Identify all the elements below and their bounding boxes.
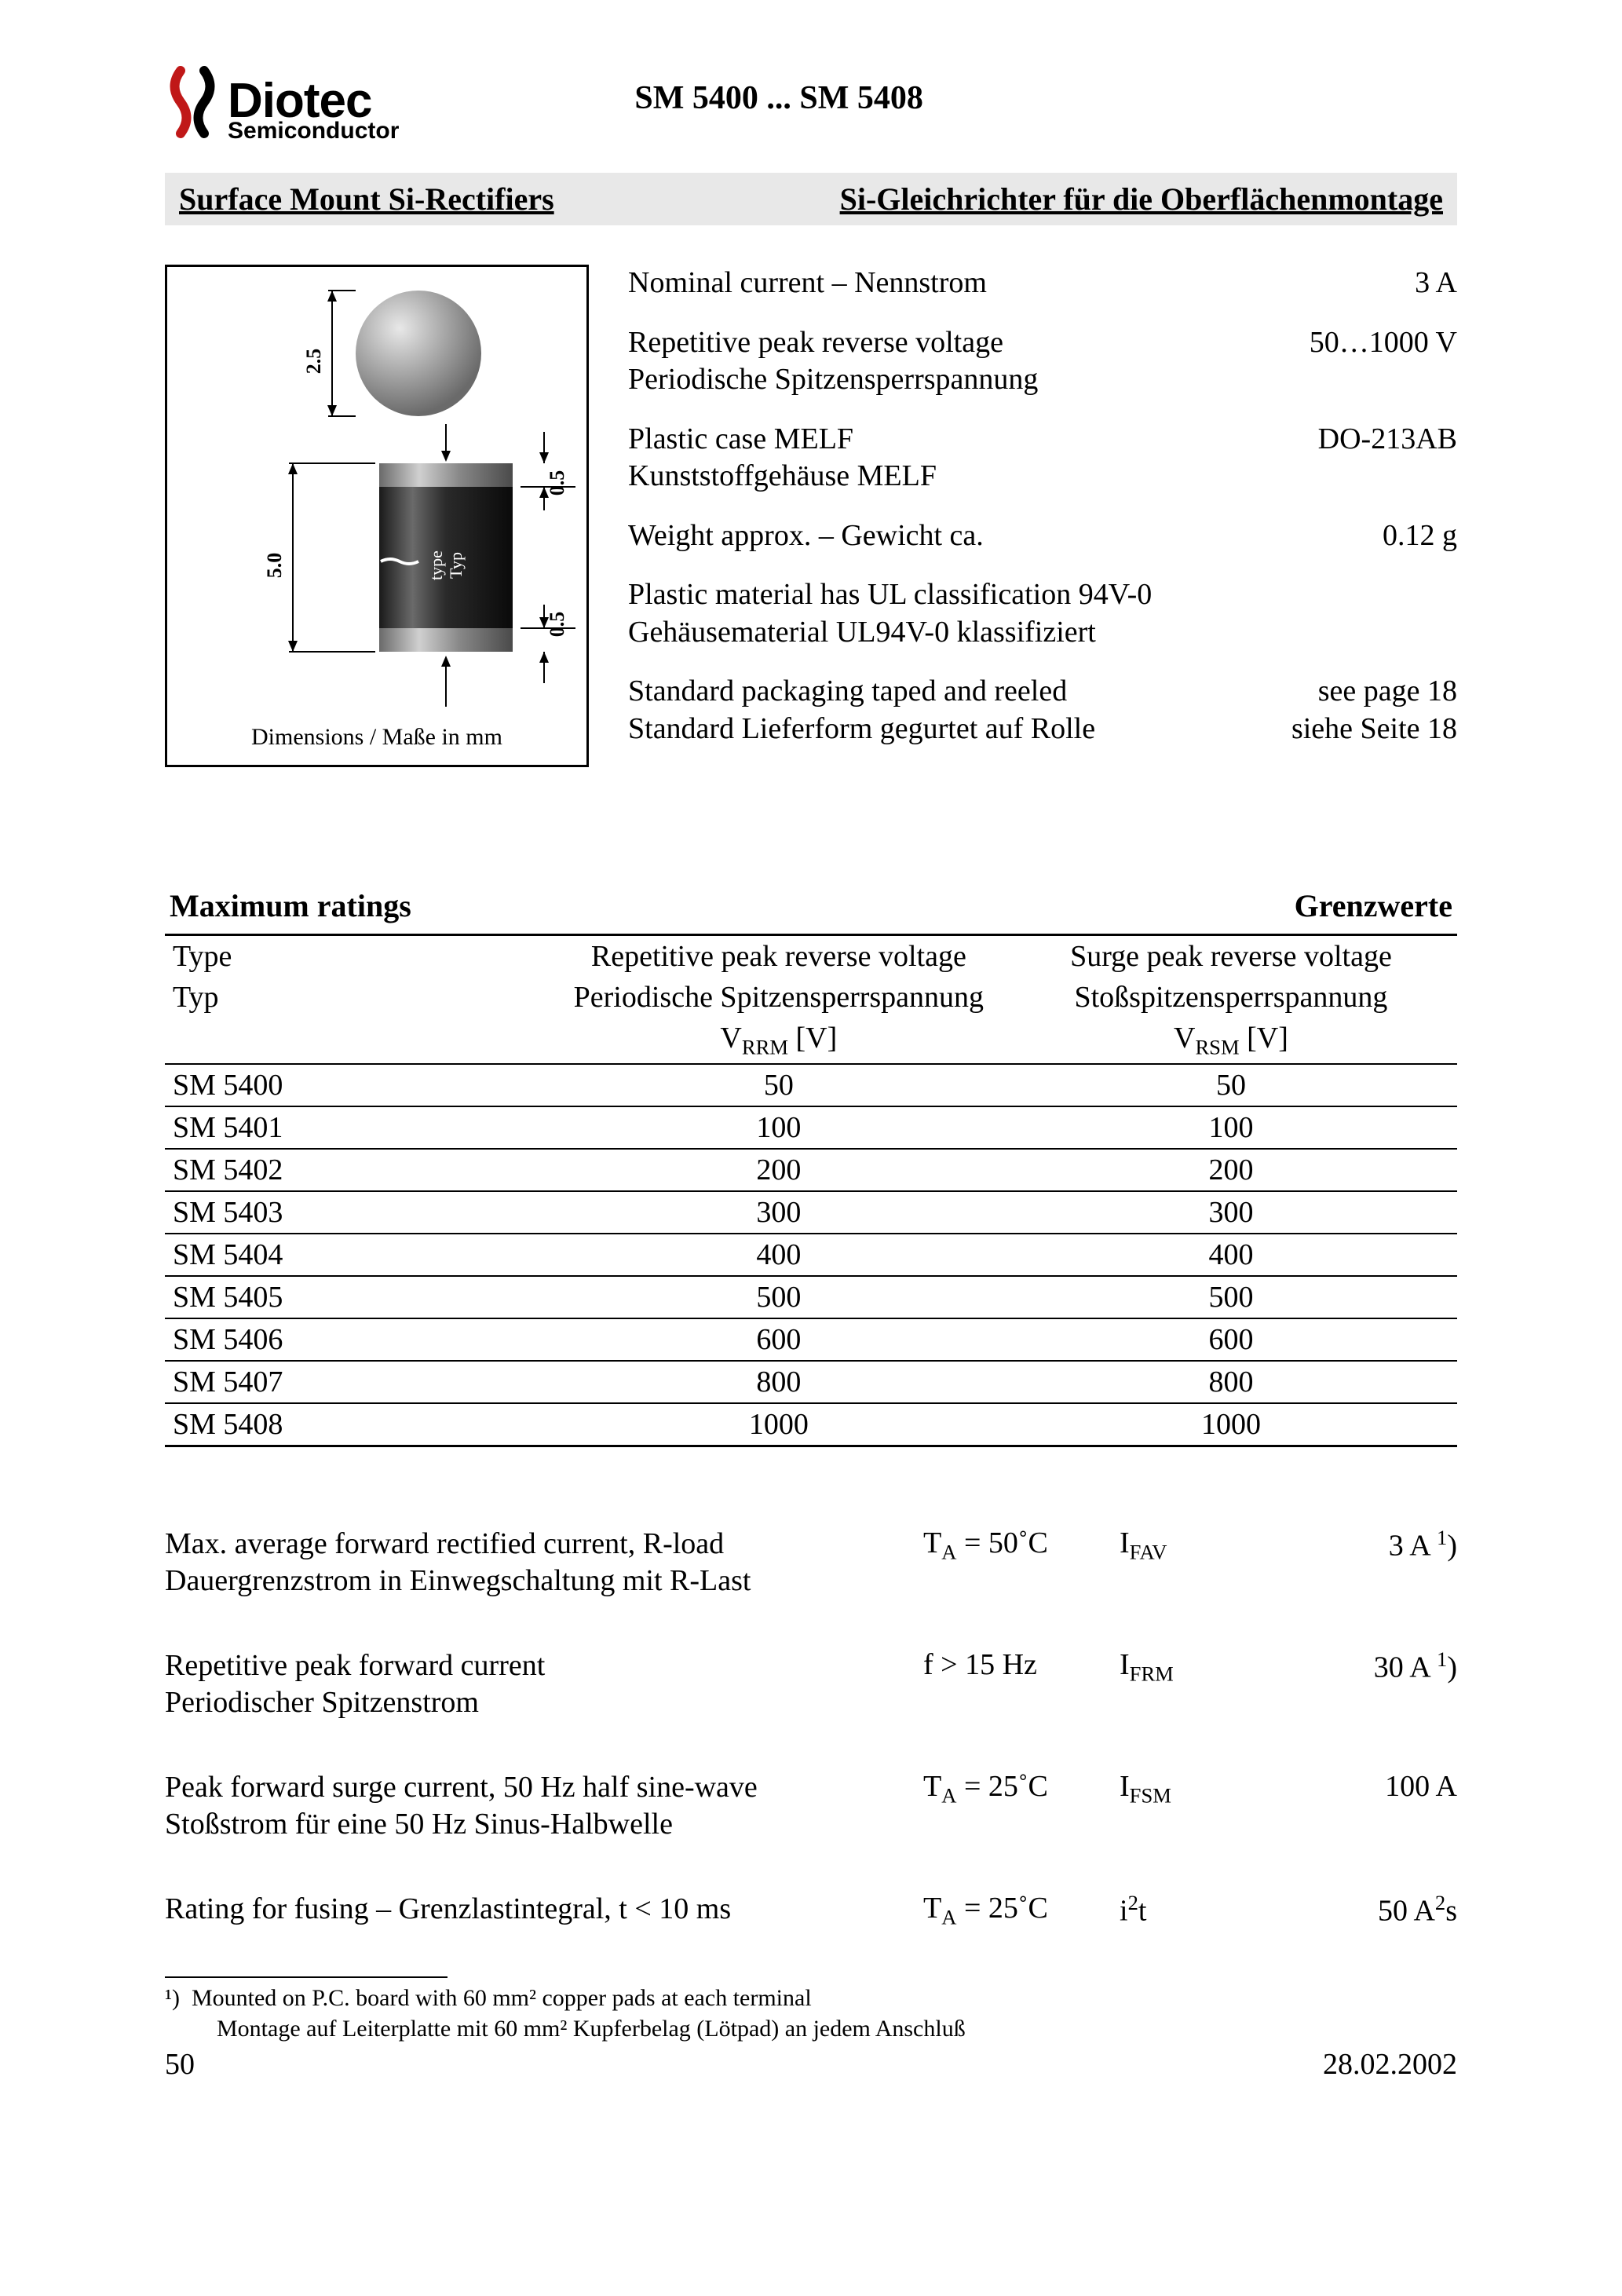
svg-text:type: type [426, 550, 446, 580]
page-date: 28.02.2002 [1323, 2047, 1457, 2082]
table-row: SM 5403300300 [165, 1191, 1457, 1234]
page-number: 50 [165, 2047, 195, 2082]
spec-value: DO-213AB [1302, 421, 1457, 495]
page-header: Diotec Semiconductor SM 5400 ... SM 5408 [165, 63, 1457, 141]
char-desc: Rating for fusing – Grenzlastintegral, t… [165, 1891, 915, 1929]
char-symbol: IFSM [1120, 1769, 1277, 1808]
table-row: SM 5401100100 [165, 1106, 1457, 1149]
table-row: SM 5404400400 [165, 1234, 1457, 1276]
ratings-title-de: Grenzwerte [1295, 887, 1452, 924]
char-value: 100 A [1284, 1769, 1457, 1804]
char-condition: TA = 25˚C [923, 1891, 1112, 1930]
table-row: SM 5407800800 [165, 1361, 1457, 1403]
table-row: SM 5402200200 [165, 1149, 1457, 1191]
characteristic-row: Rating for fusing – Grenzlastintegral, t… [165, 1891, 1457, 1930]
logo-sub-text: Semiconductor [228, 120, 399, 141]
characteristics-block: Max. average forward rectified current, … [165, 1526, 1457, 1930]
char-symbol: i2t [1120, 1891, 1277, 1929]
char-condition: TA = 25˚C [923, 1769, 1112, 1808]
char-desc: Max. average forward rectified current, … [165, 1526, 915, 1600]
spec-row: Plastic case MELFKunststoffgehäuse MELF D… [628, 421, 1457, 495]
spec-label: Weight approx. – Gewicht ca. [628, 517, 984, 555]
char-value: 30 A 1) [1284, 1647, 1457, 1685]
footnote: ¹) Mounted on P.C. board with 60 mm² cop… [165, 1983, 1457, 2044]
char-condition: TA = 50˚C [923, 1526, 1112, 1565]
ratings-section-title: Maximum ratings Grenzwerte [165, 887, 1457, 924]
ratings-title-en: Maximum ratings [170, 887, 411, 924]
char-desc: Repetitive peak forward currentPeriodisc… [165, 1647, 915, 1722]
logo: Diotec Semiconductor [165, 63, 399, 141]
spec-value [1441, 576, 1457, 651]
table-row: SM 5405500500 [165, 1276, 1457, 1318]
spec-row: Nominal current – Nennstrom 3 A [628, 265, 1457, 302]
char-symbol: IFRM [1120, 1647, 1277, 1687]
col3-sym: VRSM [V] [1005, 1018, 1457, 1064]
col2-de: Periodische Spitzensperrspannung [553, 977, 1005, 1018]
char-value: 3 A 1) [1284, 1526, 1457, 1563]
footnote-rule [165, 1976, 448, 1978]
dim-2p5: 2.5 [302, 349, 325, 375]
page-footer: 50 28.02.2002 [165, 2047, 1457, 2082]
table-row: SM 54005050 [165, 1064, 1457, 1106]
part-number-range: SM 5400 ... SM 5408 [634, 79, 923, 125]
table-row: SM 540810001000 [165, 1403, 1457, 1446]
spec-value: 50…1000 V [1294, 324, 1457, 399]
package-diagram-svg: 2.5 type Typ 5.0 [167, 267, 586, 722]
table-row: SM 5406600600 [165, 1318, 1457, 1361]
title-en: Surface Mount Si-Rectifiers [179, 181, 554, 218]
spec-label: Plastic case MELFKunststoffgehäuse MELF [628, 421, 937, 495]
dim-0p5b: 0.5 [546, 612, 568, 638]
char-condition: f > 15 Hz [923, 1647, 1112, 1682]
logo-icon [165, 63, 220, 141]
characteristic-row: Repetitive peak forward currentPeriodisc… [165, 1647, 1457, 1722]
spec-label: Nominal current – Nennstrom [628, 265, 987, 302]
char-value: 50 A2s [1284, 1891, 1457, 1929]
spec-label: Plastic material has UL classification 9… [628, 576, 1152, 651]
spec-row: Repetitive peak reverse voltagePeriodisc… [628, 324, 1457, 399]
spec-value: see page 18siehe Seite 18 [1276, 673, 1457, 748]
logo-main-text: Diotec [228, 79, 399, 123]
title-de: Si-Gleichrichter für die Oberflächenmont… [840, 181, 1443, 218]
spec-row: Plastic material has UL classification 9… [628, 576, 1457, 651]
col3-de: Stoßspitzensperrspannung [1005, 977, 1457, 1018]
svg-text:Typ: Typ [446, 552, 466, 579]
col2-en: Repetitive peak reverse voltage [553, 935, 1005, 978]
col2-sym: VRRM [V] [553, 1018, 1005, 1064]
char-symbol: IFAV [1120, 1526, 1277, 1565]
dim-5p0: 5.0 [263, 553, 286, 579]
spec-label: Repetitive peak reverse voltagePeriodisc… [628, 324, 1038, 399]
package-diagram: 2.5 type Typ 5.0 [165, 265, 589, 767]
spec-value: 0.12 g [1367, 517, 1457, 555]
col1-de: Typ [165, 977, 553, 1018]
col1-en: Type [165, 935, 553, 978]
title-bar: Surface Mount Si-Rectifiers Si-Gleichric… [165, 173, 1457, 225]
char-desc: Peak forward surge current, 50 Hz half s… [165, 1769, 915, 1844]
spec-value: 3 A [1399, 265, 1457, 302]
col3-en: Surge peak reverse voltage [1005, 935, 1457, 978]
spec-row: Weight approx. – Gewicht ca. 0.12 g [628, 517, 1457, 555]
dim-0p5a: 0.5 [546, 470, 568, 496]
characteristic-row: Peak forward surge current, 50 Hz half s… [165, 1769, 1457, 1844]
characteristic-row: Max. average forward rectified current, … [165, 1526, 1457, 1600]
spec-row: Standard packaging taped and reeledStand… [628, 673, 1457, 748]
ratings-table: Type Repetitive peak reverse voltage Sur… [165, 934, 1457, 1447]
diagram-caption: Dimensions / Maße in mm [167, 724, 586, 751]
spec-label: Standard packaging taped and reeledStand… [628, 673, 1095, 748]
spec-list: Nominal current – Nennstrom 3 A Repetitive… [628, 265, 1457, 770]
